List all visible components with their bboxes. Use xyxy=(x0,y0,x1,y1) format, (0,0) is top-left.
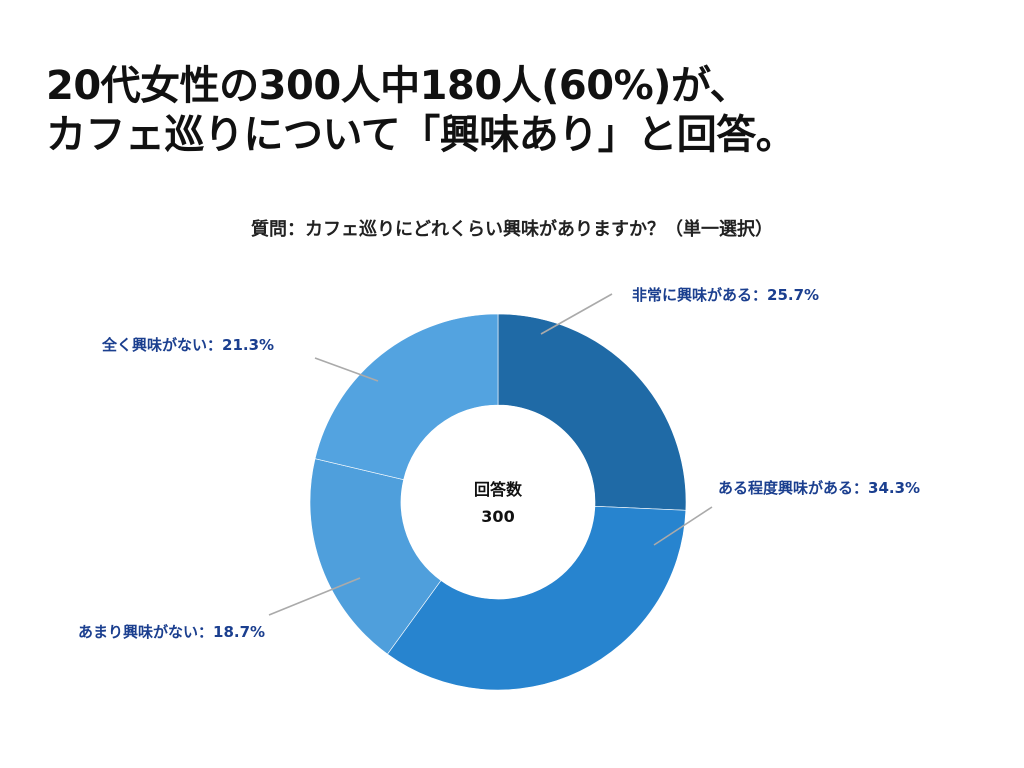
chart-title: 質問：カフェ巡りにどれくらい興味がありますか？（単一選択） xyxy=(251,219,773,240)
leader-lines-layer xyxy=(268,293,713,616)
slice-label-2: ある程度興味がある：34.3% xyxy=(718,479,920,497)
leader-line-1 xyxy=(540,293,613,335)
leader-line-3 xyxy=(268,577,361,616)
headline-line-2: カフェ巡りについて「興味あり」と回答。 xyxy=(46,112,796,158)
slice-label-1: 非常に興味がある：25.7% xyxy=(632,286,819,304)
center-label: 回答数 xyxy=(474,480,523,499)
slice-labels-layer: 非常に興味がある：25.7% ある程度興味がある：34.3% あまり興味がない：18… xyxy=(78,286,920,641)
slices-layer xyxy=(309,313,687,691)
slice-label-3: あまり興味がない：18.7% xyxy=(78,623,265,641)
slice-label-4: 全く興味がない：21.3% xyxy=(101,336,274,354)
leader-line-2 xyxy=(653,506,713,546)
headline: 20代女性の300人中180人(60%)が、 カフェ巡りについて「興味あり」と回… xyxy=(46,62,796,160)
headline-line-1: 20代女性の300人中180人(60%)が、 xyxy=(46,63,750,109)
center-value: 300 xyxy=(481,507,514,526)
leader-line-4 xyxy=(314,357,379,382)
donut-hole xyxy=(401,405,595,599)
